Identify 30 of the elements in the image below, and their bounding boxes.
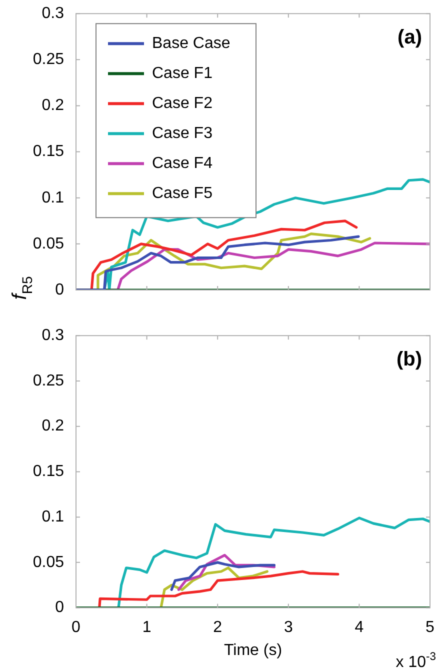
y-tick-label: 0.1: [42, 508, 64, 526]
y-tick-label: 0.05: [32, 554, 64, 571]
x-tick-label: 1: [142, 618, 152, 636]
annotation: (b): [396, 348, 422, 371]
annotation: (a): [398, 26, 422, 49]
x-tick-label: 2: [213, 618, 222, 636]
x-tick-label: 3: [284, 618, 293, 636]
y-tick-label: 0: [55, 599, 64, 616]
x-tick-label: 5: [426, 618, 435, 636]
y-tick-label: 0.15: [32, 463, 64, 480]
legend-label: Case F1: [152, 65, 213, 82]
y-tick-label: 0: [55, 281, 64, 298]
x-tick-label: 4: [354, 618, 364, 636]
y-tick-label: 0.05: [32, 235, 64, 252]
legend-label: Base Case: [152, 35, 230, 52]
legend-label: Case F2: [152, 95, 213, 112]
y-tick-label: 0.15: [32, 143, 64, 160]
x-axis-title: Time (s): [224, 642, 282, 659]
legend-label: Case F3: [152, 125, 213, 142]
y-tick-label: 0.2: [42, 418, 64, 435]
y-tick-label: 0.1: [42, 189, 64, 206]
y-tick-label: 0.3: [42, 327, 64, 344]
y-tick-label: 0.25: [32, 51, 64, 68]
y-tick-label: 0.3: [42, 5, 64, 22]
x-tick-label: 0: [72, 618, 81, 636]
y-tick-label: 0.2: [42, 97, 64, 114]
y-tick-label: 0.25: [32, 372, 64, 390]
legend-label: Case F5: [152, 185, 213, 202]
y-axis-title: fR5: [9, 276, 35, 300]
legend-label: Case F4: [152, 155, 213, 172]
